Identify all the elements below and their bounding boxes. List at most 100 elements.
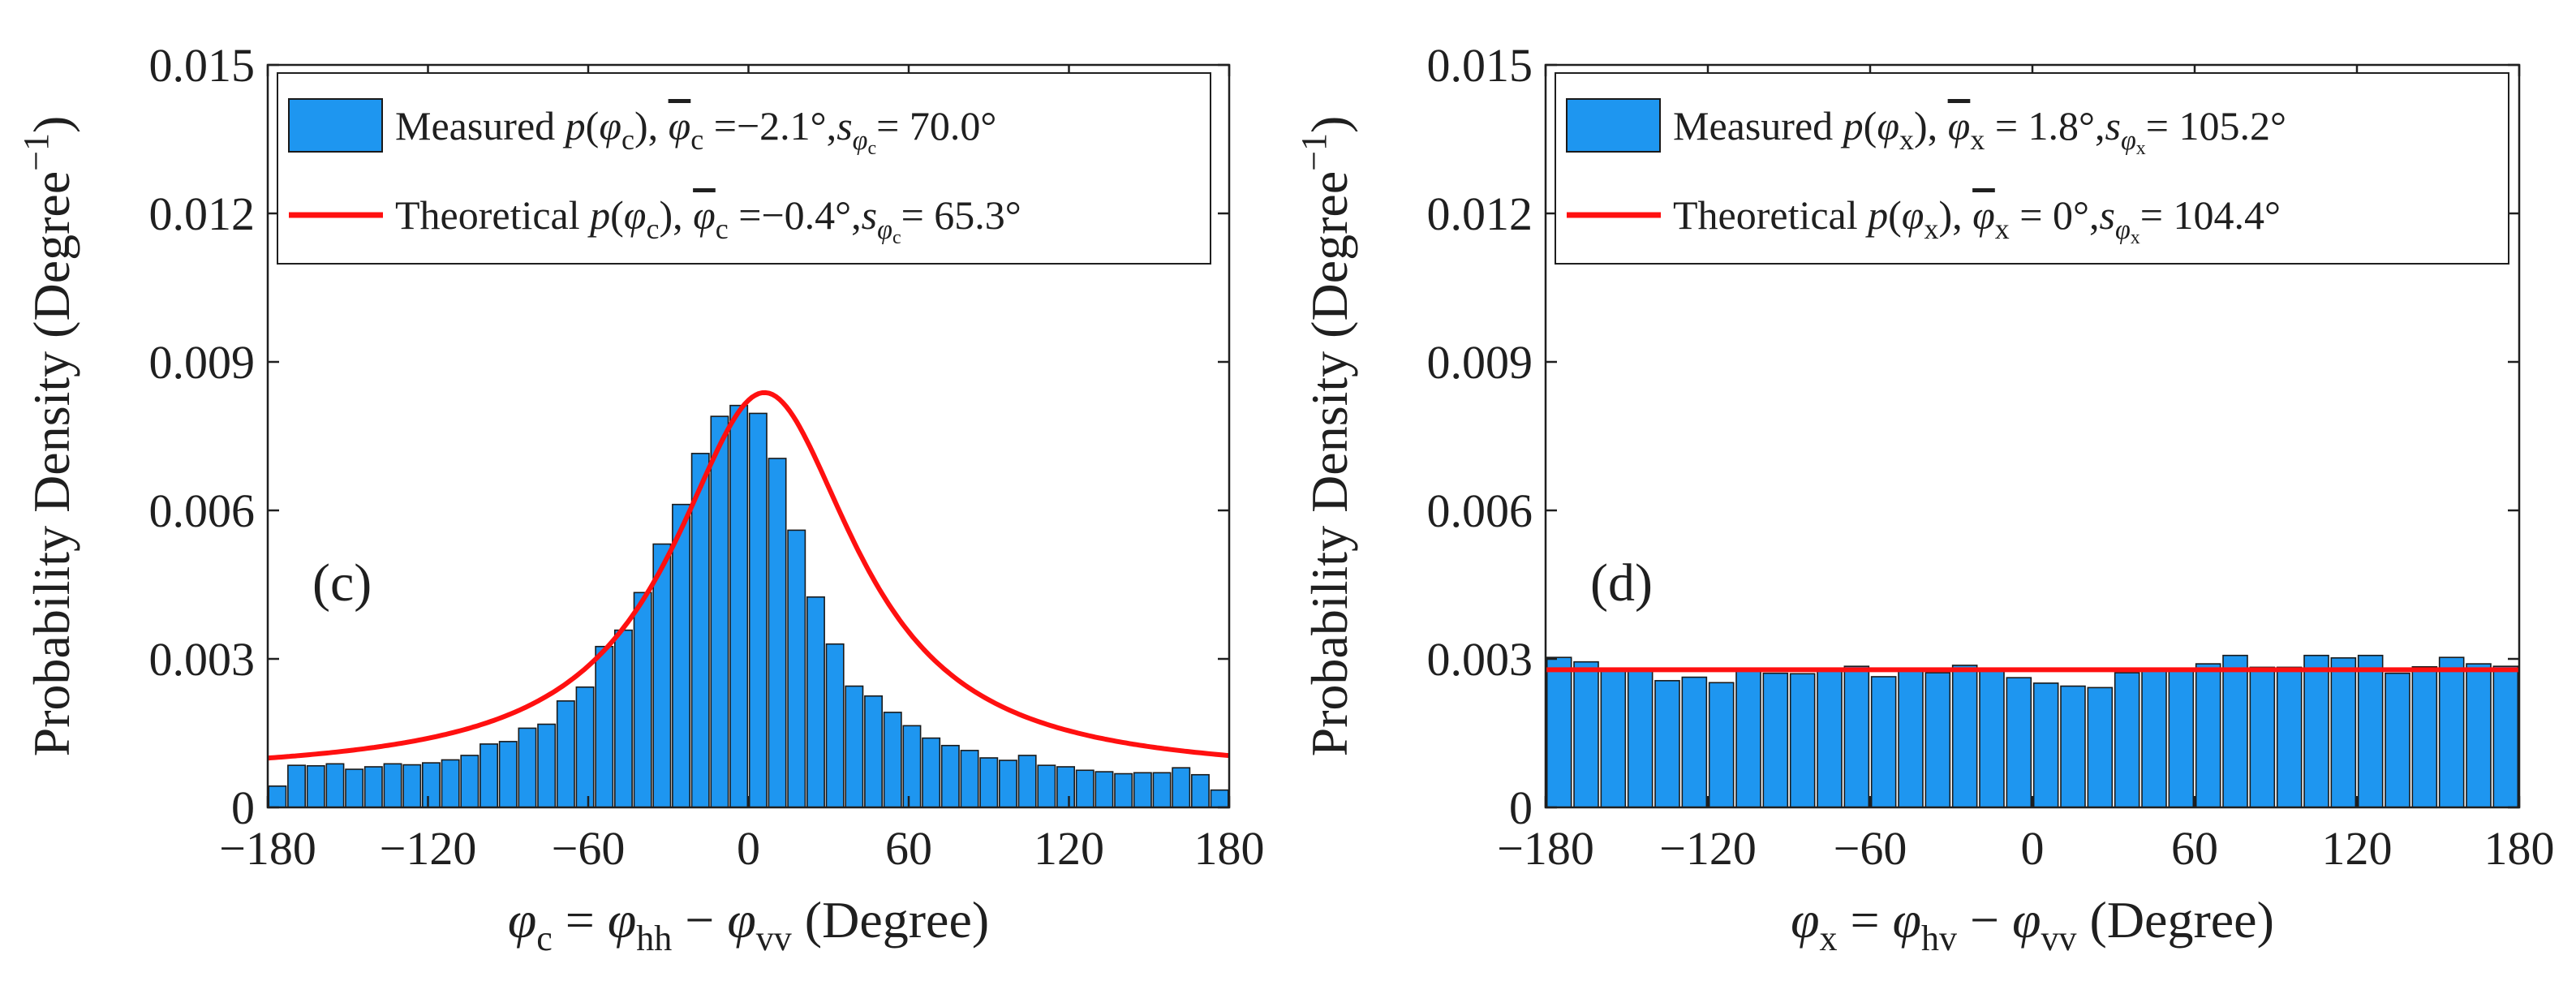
x-label-sub: x [1820,919,1838,958]
legend: Measured p(φc), φc =−2.1°,sφc= 70.0° Theo… [277,72,1211,265]
histogram-bar [979,757,999,808]
histogram-bar [2466,663,2492,808]
legend-paren: ( [610,192,624,238]
histogram-bar [1190,773,1210,808]
x-tick-label: 120 [2322,822,2393,875]
x-label-unit: (Degree) [792,891,989,949]
histogram-bar [902,725,922,808]
histogram-bar [940,744,960,808]
legend-entry: Theoretical p(φc), φc =−0.4°,sφc= 65.3° [289,192,1021,248]
histogram-bar [306,764,325,808]
histogram-bar [2357,654,2384,808]
histogram-bar [2249,666,2276,808]
legend-p: p [1841,103,1864,148]
legend-s: s [2105,103,2121,148]
histogram-bar [1152,772,1172,808]
y-tick-label: 0.012 [1427,187,1533,240]
legend-s-sub: φ [2121,126,2136,156]
legend-mean-value: = 0°, [2010,192,2100,238]
histogram-bar [498,741,518,808]
legend-s-sub: φ [877,215,892,245]
y-tick-label: 0.012 [149,187,256,240]
legend-word: Measured [1673,103,1843,148]
histogram-bar [595,645,614,808]
legend-sub: x [1924,213,1938,245]
legend-phi: φ [624,192,647,238]
legend-box [1555,72,2509,265]
histogram-bar [1681,676,1708,808]
histogram-bar [1843,665,1870,808]
histogram-bar [2087,686,2114,808]
histogram-bar [1573,661,1599,808]
legend-s-subsub: x [2136,138,2146,159]
histogram-bar [1951,665,1978,808]
histogram-bar [537,723,557,808]
histogram-bar [690,453,710,808]
histogram-bar [2411,665,2438,808]
legend-word: Theoretical [395,192,590,238]
histogram-bar [883,712,902,808]
histogram-bar [345,768,364,808]
histogram-bar [1133,772,1152,808]
histogram-bar [1870,676,1897,808]
y-label-exponent: −1 [1294,133,1334,171]
histogram-bar [383,763,402,808]
histogram-bar [729,404,749,808]
legend-text: Theoretical p(φc), φc =−0.4°,sφc= 65.3° [395,192,1021,248]
histogram-bar [1762,672,1789,808]
legend-entry: Measured p(φx), φx = 1.8°,sφx= 105.2° [1566,98,2286,159]
histogram-bar [402,764,422,808]
histogram-bar [652,543,672,808]
histogram-bar [556,700,575,808]
legend-s-value: = 105.2° [2146,103,2286,148]
histogram-bar [960,750,979,808]
legend-sub: c [621,123,634,156]
x-tick-label: −60 [1834,822,1907,875]
histogram-bar [1075,769,1094,808]
y-tick-label: 0 [231,781,255,834]
legend-paren: ), [659,192,693,238]
legend-entry: Measured p(φc), φc =−2.1°,sφc= 70.0° [288,98,996,159]
x-tick-label: 0 [737,822,760,875]
y-label-text: Probability Density (Degree [1301,171,1358,757]
x-tick-label: 60 [2171,822,2218,875]
x-tick-label: 120 [1034,822,1104,875]
histogram-bar [421,762,441,808]
legend-p: p [587,192,610,238]
histogram-bar [672,503,691,808]
histogram-bar [1898,669,1924,808]
x-tick-label: −60 [552,822,626,875]
histogram-bar [1735,669,1761,808]
histogram-bar [325,763,345,808]
legend-mean-value: = 1.8°, [1985,103,2105,148]
legend-mean-value: =−0.4°, [729,192,862,238]
histogram-bar [2385,672,2410,808]
histogram-bar [633,592,652,808]
x-label-sub: hv [1921,919,1957,958]
panel-label: (d) [1590,553,1653,613]
x-label-eq: = [1838,891,1893,949]
histogram-bar [1017,755,1037,808]
legend-text: Measured p(φx), φx = 1.8°,sφx= 105.2° [1673,103,2286,159]
histogram-bar [460,755,480,808]
y-axis-label: Probability Density (Degree−1) [1294,116,1358,757]
histogram-bar [575,686,595,808]
legend-sub: x [1899,123,1914,156]
histogram-bar [1708,682,1735,808]
histogram-bar [2032,682,2059,808]
legend-s-subsub: x [2131,227,2140,248]
histogram-bar [2222,654,2248,808]
x-tick-label: 180 [1194,822,1265,875]
x-label-sub: c [536,919,553,958]
x-label-minus: − [1957,891,2012,949]
legend: Measured p(φx), φx = 1.8°,sφx= 105.2° The… [1555,72,2509,265]
x-label-phi: φ [508,891,536,949]
legend-mean-symbol: φ [1948,103,1971,148]
histogram-bar [2006,677,2032,808]
histogram-bar [1654,680,1680,808]
x-label-sub: vv [2041,919,2077,958]
legend-word: Theoretical [1673,192,1868,238]
legend-s: s [2100,192,2115,238]
